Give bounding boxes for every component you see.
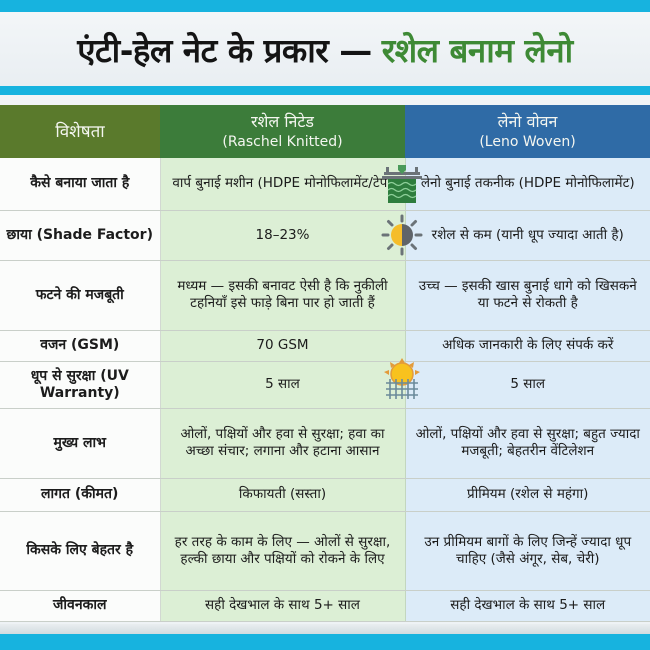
feature-cell: धूप से सुरक्षा (UV Warranty) [0,361,161,409]
raschel-cell: ओलों, पक्षियों और हवा से सुरक्षा; हवा का… [160,408,406,479]
leno-cell-text: लेनो बुनाई तकनीक (HDPE मोनोफिलामेंट) [420,175,635,192]
leno-cell-text: रशेल से कम (यानी धूप ज्यादा आती है) [431,226,624,243]
raschel-cell: 18–23% [160,210,406,261]
raschel-cell: किफायती (सस्ता) [160,478,406,512]
footer-shadow [0,624,650,634]
leno-cell: अधिक जानकारी के लिए संपर्क करें [405,330,650,362]
header-leno-english: (Leno Woven) [479,133,576,150]
raschel-cell: सही देखभाल के साथ 5+ साल [160,590,406,622]
comparison-table: विशेषता रशेल निटेड (Raschel Knitted) लेन… [0,105,650,622]
table-row: मुख्य लाभ ओलों, पक्षियों और हवा से सुरक्… [0,408,650,479]
bottom-band [0,634,650,650]
leno-cell: ओलों, पक्षियों और हवा से सुरक्षा; बहुत ज… [405,408,650,479]
leno-cell: प्रीमियम (रशेल से महंगा) [405,478,650,512]
page-title: एंटी-हेल नेट के प्रकार — रशेल बनाम लेनो [0,12,650,86]
title-part-main: एंटी-हेल नेट के प्रकार — [77,30,372,70]
feature-cell: जीवनकाल [0,590,161,622]
table-row: वजन (GSM) 70 GSM अधिक जानकारी के लिए संप… [0,330,650,362]
leno-cell: लेनो बुनाई तकनीक (HDPE मोनोफिलामेंट) [381,158,650,211]
table-row: किसके लिए बेहतर है हर तरह के काम के लिए … [0,511,650,591]
top-band [0,0,650,12]
feature-cell: छाया (Shade Factor) [0,210,161,261]
header-leno: लेनो वोवन (Leno Woven) [405,105,650,158]
raschel-cell: 70 GSM [160,330,406,362]
table-row: जीवनकाल सही देखभाल के साथ 5+ साल सही देख… [0,590,650,622]
leno-cell: उन प्रीमियम बागों के लिए जिन्हें ज्यादा … [405,511,650,591]
leno-cell-text: 5 साल [510,376,546,392]
header-raschel-english: (Raschel Knitted) [222,133,343,150]
table-row: धूप से सुरक्षा (UV Warranty) 5 साल [0,357,650,409]
feature-cell: वजन (GSM) [0,330,161,362]
feature-cell: फटने की मजबूती [0,260,161,331]
feature-cell: कैसे बनाया जाता है [0,158,161,211]
feature-cell: किसके लिए बेहतर है [0,511,161,591]
raschel-cell: हर तरह के काम के लिए — ओलों से सुरक्षा, … [160,511,406,591]
leno-cell: रशेल से कम (यानी धूप ज्यादा आती है) [381,210,650,261]
header-feature: विशेषता [0,105,160,158]
raschel-cell: मध्यम — इसकी बनावट ऐसी है कि नुकीली टहनि… [160,260,406,331]
sun-net-icon [383,357,420,399]
table-row: कैसे बनाया जाता है वार्प बुनाई मशीन (HDP… [0,158,650,211]
feature-cell: लागत (कीमत) [0,478,161,512]
raschel-cell: 5 साल [160,361,406,409]
header-raschel: रशेल निटेड (Raschel Knitted) [160,105,405,158]
table-row: लागत (कीमत) किफायती (सस्ता) प्रीमियम (रश… [0,478,650,512]
feature-cell: मुख्य लाभ [0,408,161,479]
raschel-cell: वार्प बुनाई मशीन (HDPE मोनोफिलामेंट/टेप) [160,158,406,211]
knitting-machine-icon [381,164,422,203]
half-sun-icon [381,214,422,256]
header-raschel-hindi: रशेल निटेड [250,111,314,131]
table-row: फटने की मजबूती मध्यम — इसकी बनावट ऐसी है… [0,260,650,331]
table-header-row: विशेषता रशेल निटेड (Raschel Knitted) लेन… [0,105,650,158]
leno-cell: सही देखभाल के साथ 5+ साल [405,590,650,622]
header-leno-hindi: लेनो वोवन [497,111,558,131]
spacer [0,95,650,105]
header-feature-label: विशेषता [55,121,105,142]
leno-cell: 5 साल [383,357,650,409]
table-row: छाया (Shade Factor) 18–23% [0,210,650,261]
title-part-highlight: रशेल बनाम लेनो [381,30,573,70]
title-underline-band [0,86,650,95]
leno-cell: उच्च — इसकी खास बुनाई धागे को खिसकने या … [405,260,650,331]
